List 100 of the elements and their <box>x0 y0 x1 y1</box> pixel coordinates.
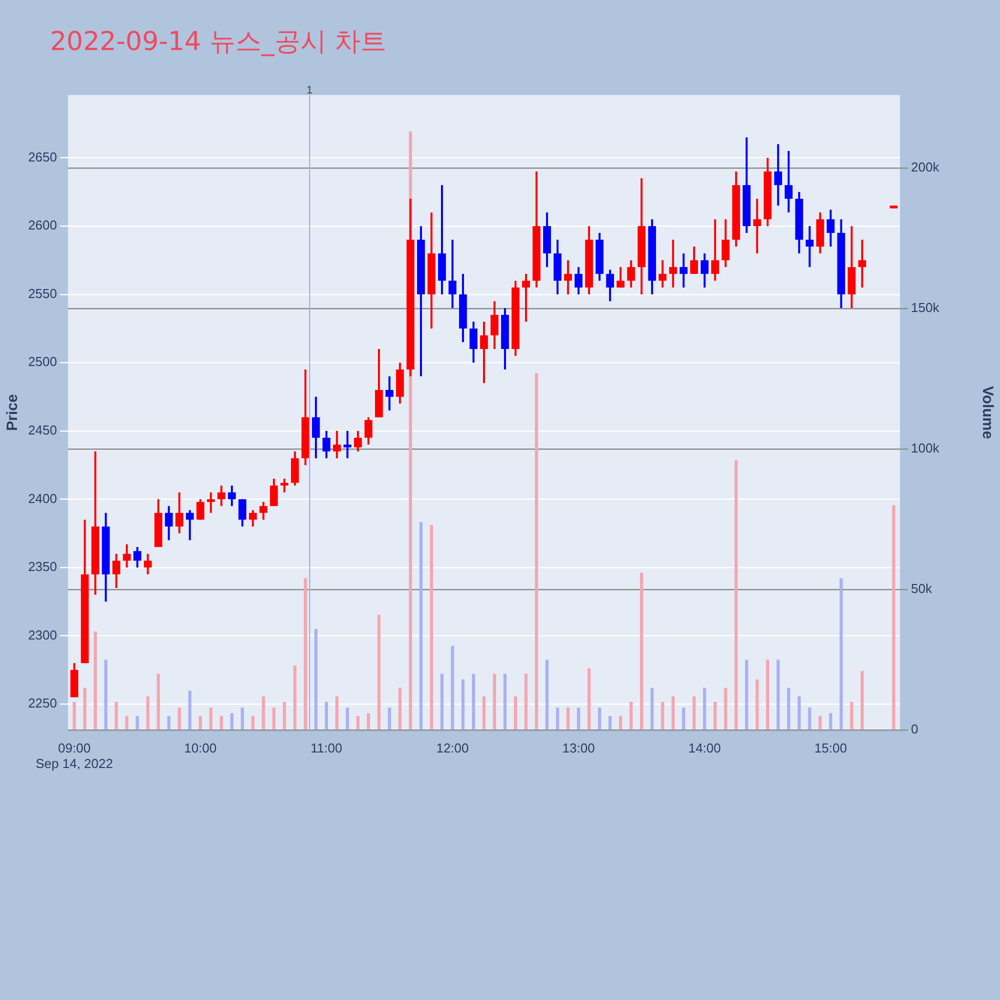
bar <box>314 628 318 730</box>
bar <box>524 674 528 730</box>
bar <box>629 702 633 730</box>
y-tick-label: 2250 <box>28 696 57 711</box>
bar <box>598 708 602 730</box>
bar <box>220 716 223 730</box>
y-tick-label: 2450 <box>28 422 57 438</box>
bar <box>766 660 770 730</box>
bar <box>293 665 296 730</box>
bar <box>514 696 518 730</box>
bar <box>272 708 276 730</box>
bar <box>482 696 486 730</box>
bar <box>545 660 549 730</box>
bar <box>198 716 202 730</box>
bar <box>587 668 591 730</box>
y-tick-label: 2550 <box>28 286 57 301</box>
bar <box>745 660 748 730</box>
bar <box>72 702 76 730</box>
chart-title: 2022-09-14 뉴스_공시 차트 <box>50 26 387 59</box>
y2-tick-label: 150k <box>911 300 940 316</box>
bar <box>618 716 622 730</box>
bar <box>672 696 675 730</box>
bar <box>209 708 212 730</box>
bar <box>692 696 696 730</box>
bar <box>756 679 759 730</box>
bar <box>240 708 244 730</box>
bar <box>262 696 265 730</box>
bar <box>156 674 160 730</box>
y2-tick-label: 0 <box>911 722 918 737</box>
bar <box>640 572 644 730</box>
bar <box>251 716 254 730</box>
bar <box>703 688 706 730</box>
bar <box>94 632 97 730</box>
bar <box>304 578 307 730</box>
bar <box>503 674 507 730</box>
bar <box>388 708 392 730</box>
bar <box>798 696 801 730</box>
bar <box>440 674 444 730</box>
bar <box>892 505 896 730</box>
bar <box>146 696 150 730</box>
bar <box>734 460 738 730</box>
bar <box>608 716 612 730</box>
bar <box>714 702 717 730</box>
bar <box>346 708 350 730</box>
bar <box>850 702 854 730</box>
y-tick-label: 2600 <box>28 218 57 233</box>
bar <box>83 688 86 730</box>
y2-tick-label: 200k <box>911 160 940 175</box>
bar <box>335 696 339 730</box>
x-tick-label: 09:00 Sep 14, 2022 <box>36 740 113 771</box>
bar <box>829 713 832 730</box>
bar <box>576 708 580 730</box>
bar <box>282 702 286 730</box>
x-tick-label: 14:00 <box>688 740 721 756</box>
bar <box>534 373 538 730</box>
bar <box>556 708 560 730</box>
bar <box>818 716 822 730</box>
x-tick-label: 15:00 <box>814 740 847 756</box>
bar <box>776 660 780 730</box>
bar <box>430 524 434 730</box>
bar <box>104 660 108 730</box>
bar <box>324 702 328 730</box>
y-tick-label: 2350 <box>28 559 57 574</box>
bar <box>840 578 843 730</box>
y-axis-title: Price <box>4 394 22 431</box>
bar <box>492 674 496 730</box>
bar <box>125 716 128 730</box>
bar <box>461 679 465 730</box>
y-tick-label: 2500 <box>28 354 57 370</box>
bar <box>114 702 118 730</box>
y-tick-label: 2650 <box>28 149 57 164</box>
bar <box>167 716 170 730</box>
bar <box>450 646 454 730</box>
y-tick-label: 2400 <box>28 490 57 506</box>
bar <box>787 688 790 730</box>
candlestick <box>890 204 898 210</box>
bar <box>472 674 476 730</box>
y2-tick-label: 100k <box>911 440 940 456</box>
bar <box>682 708 686 730</box>
bar <box>860 670 864 730</box>
x-tick-label: 13:00 <box>562 740 595 756</box>
y-tick-label: 2300 <box>28 627 57 642</box>
bar <box>230 713 234 730</box>
bar <box>650 688 654 730</box>
y2-axis-title: Volume <box>978 386 996 440</box>
bar <box>566 708 570 730</box>
bar <box>808 708 812 730</box>
x-tick-label: 10:00 <box>184 740 217 756</box>
bar <box>661 702 664 730</box>
x-tick-label: 12:00 <box>436 740 469 756</box>
ref-line-label: 1 <box>306 84 313 97</box>
bar <box>366 713 370 730</box>
bar <box>724 688 728 730</box>
bar <box>136 716 139 730</box>
bar <box>398 688 402 730</box>
bar <box>178 708 181 730</box>
bar <box>377 614 381 730</box>
bar <box>188 690 192 730</box>
y2-tick-label: 50k <box>911 581 932 596</box>
bar <box>419 522 423 730</box>
